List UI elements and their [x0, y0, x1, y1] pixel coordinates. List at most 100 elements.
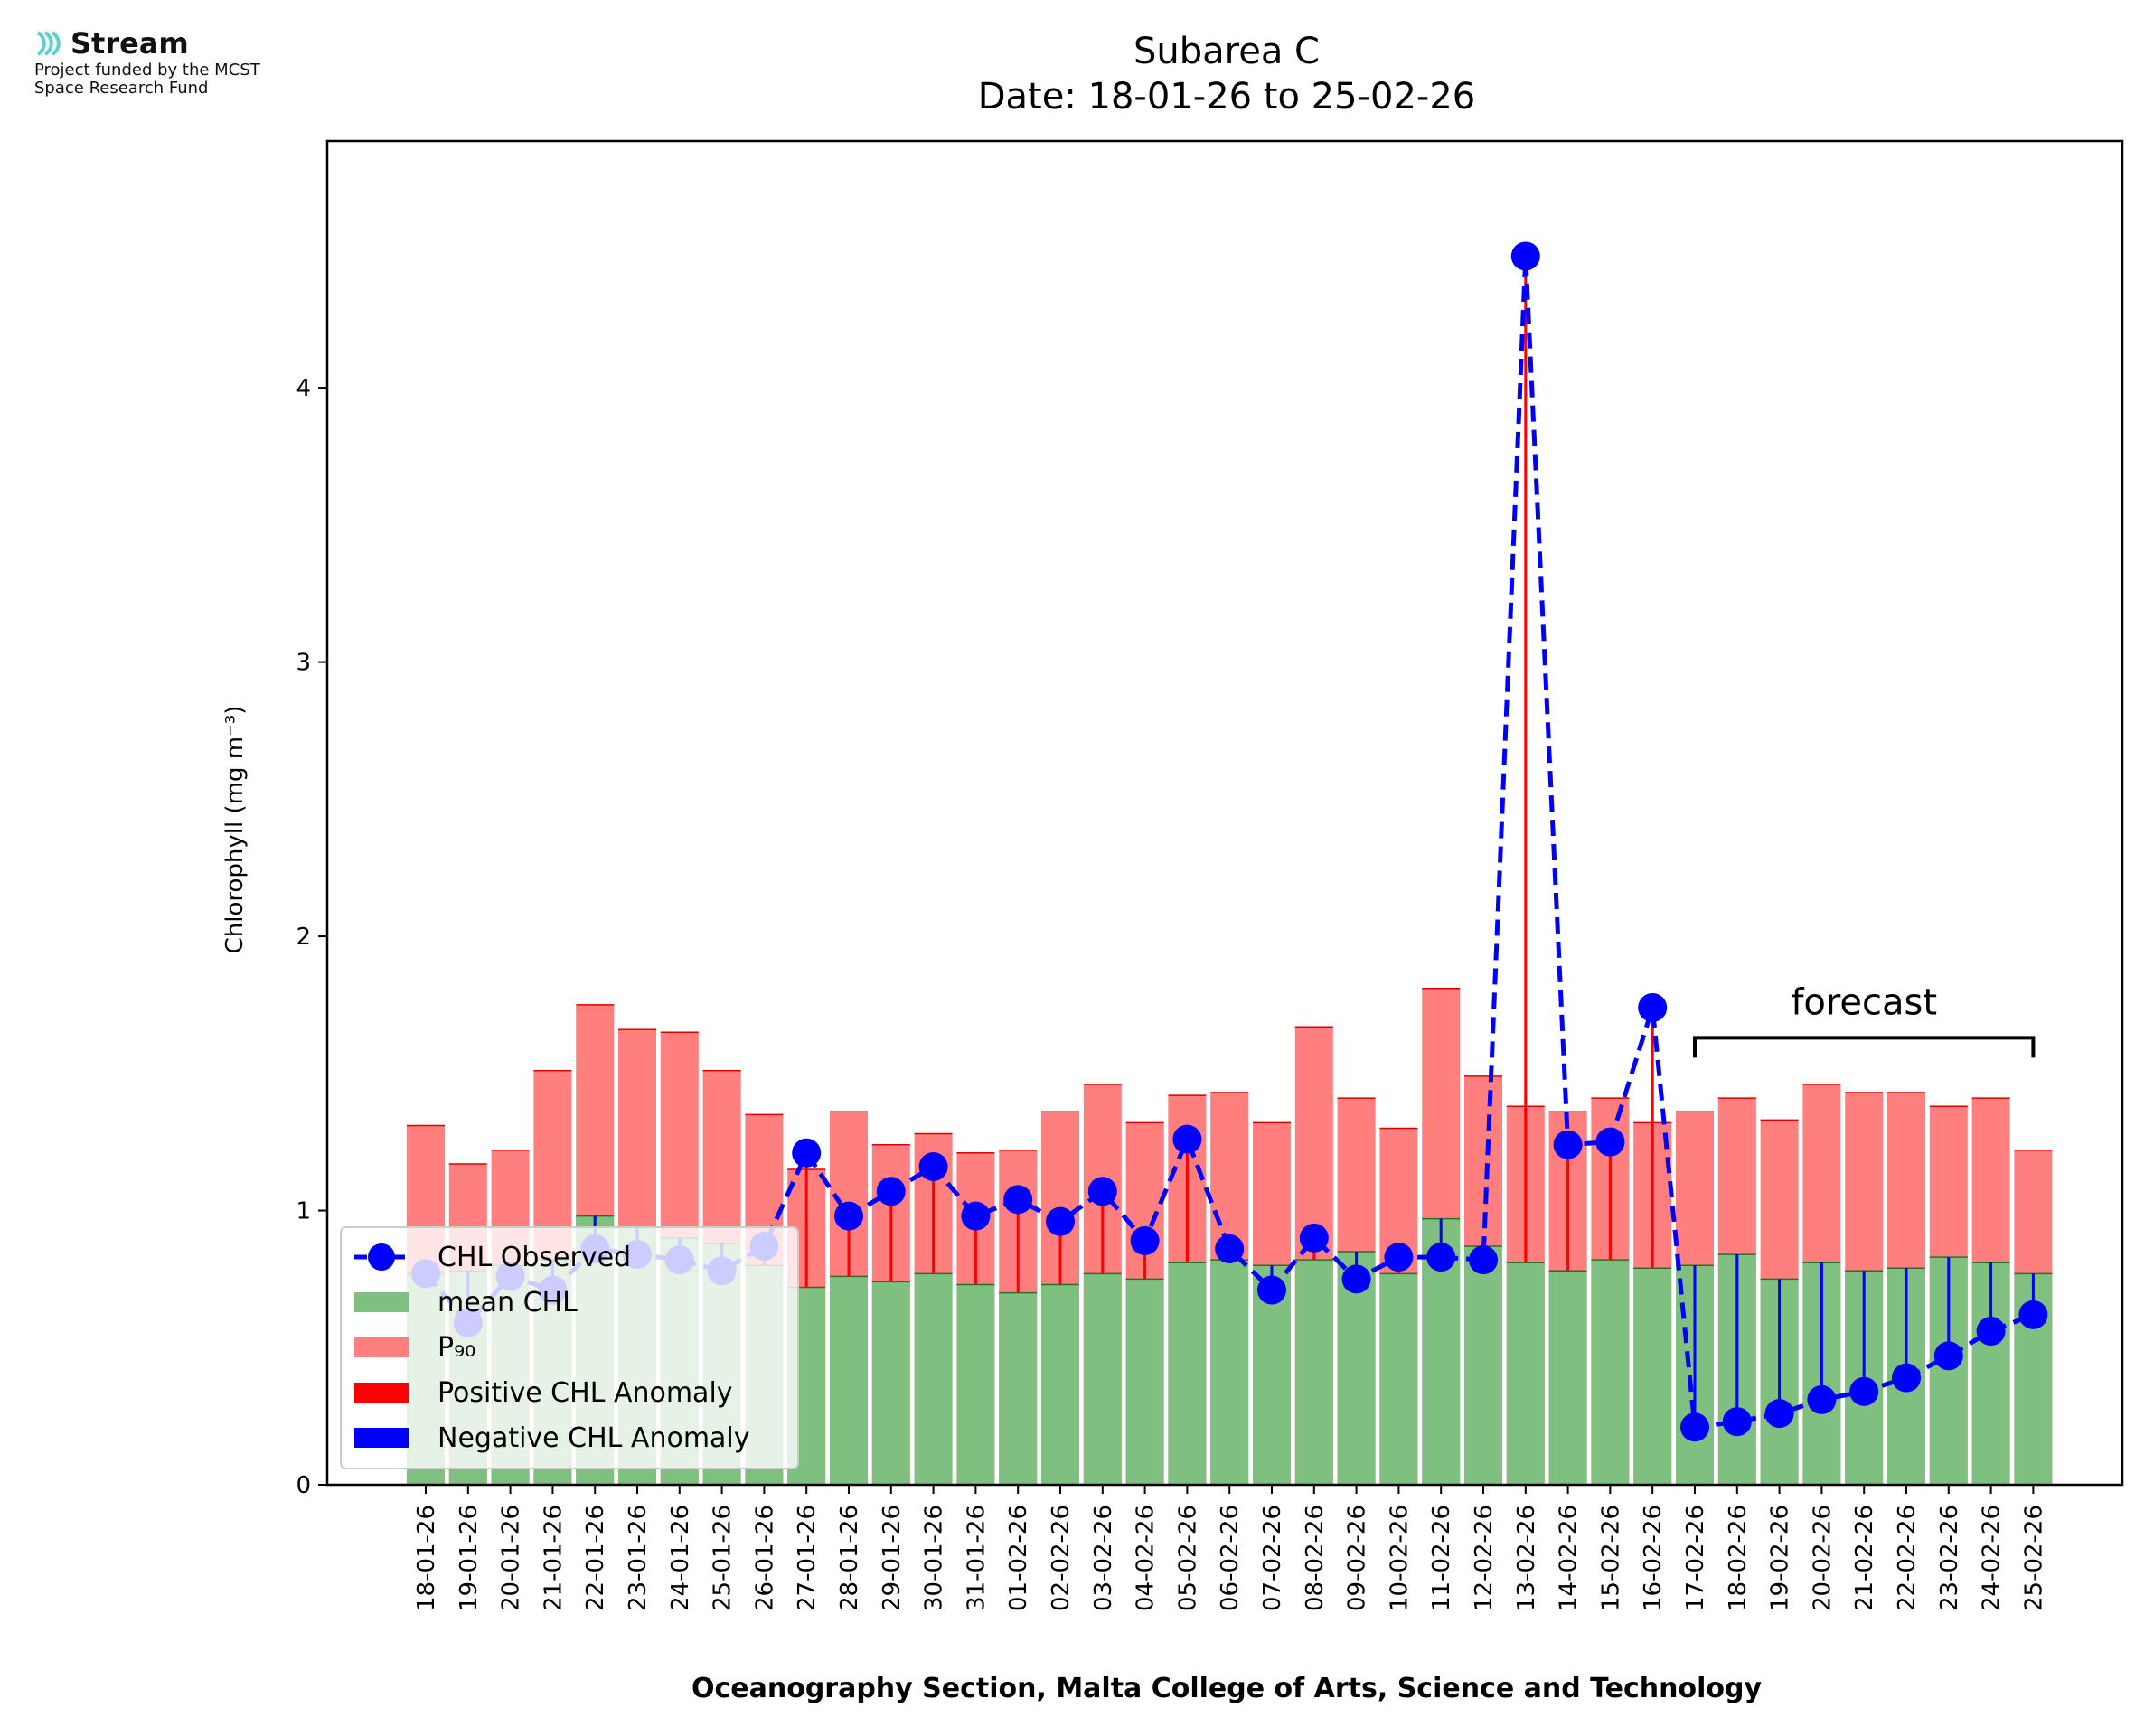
chl-observed-point — [1469, 1245, 1498, 1275]
legend-box — [340, 1226, 799, 1469]
x-tick-label: 12-02-26 — [1471, 1505, 1498, 1611]
chl-observed-point — [1722, 1407, 1752, 1437]
x-tick-label: 24-02-26 — [1979, 1505, 2006, 1611]
x-tick-label: 23-01-26 — [625, 1505, 652, 1611]
mean-chl-bar — [871, 1281, 910, 1485]
legend-patch-swatch — [354, 1292, 409, 1312]
logo: Stream Project funded by the MCST Space … — [34, 25, 260, 98]
x-tick-label: 09-02-26 — [1344, 1505, 1371, 1611]
chl-observed-point — [961, 1201, 991, 1231]
chl-observed-point — [1553, 1130, 1583, 1159]
chl-observed-point — [1807, 1384, 1837, 1414]
x-tick-label: 06-02-26 — [1217, 1505, 1244, 1611]
legend-patch-swatch — [354, 1383, 409, 1403]
x-tick-label: 15-02-26 — [1597, 1505, 1624, 1611]
x-tick-label: 25-01-26 — [710, 1505, 737, 1611]
plot-frame — [325, 139, 2124, 1487]
mean-chl-bar — [1506, 1262, 1545, 1485]
chl-observed-point — [792, 1138, 822, 1168]
chl-observed-point — [2018, 1300, 2048, 1329]
x-tick-label: 19-01-26 — [456, 1505, 483, 1611]
x-tick-label: 25-02-26 — [2020, 1505, 2047, 1611]
mean-chl-bar — [1379, 1273, 1418, 1485]
x-tick-label: 22-02-26 — [1894, 1505, 1921, 1611]
chart-subtitle: Date: 18-01-26 to 25-02-26 — [978, 76, 1476, 117]
mean-chl-bar — [1168, 1262, 1207, 1485]
x-tick-label: 11-02-26 — [1428, 1505, 1455, 1611]
mean-chl-bar — [1210, 1260, 1249, 1485]
x-tick-label: 30-01-26 — [921, 1505, 948, 1611]
x-tick-label: 04-02-26 — [1133, 1505, 1160, 1611]
x-tick-label: 02-02-26 — [1048, 1505, 1075, 1611]
chl-observed-point — [1680, 1412, 1709, 1442]
chl-observed-point — [1426, 1243, 1456, 1272]
y-tick-label: 1 — [296, 1198, 311, 1225]
x-tick-label: 14-02-26 — [1556, 1505, 1583, 1611]
chl-observed-point — [1003, 1185, 1033, 1215]
x-axis-label: Oceanography Section, Malta College of A… — [691, 1673, 1763, 1704]
y-axis-label: Chlorophyll (mg m⁻³) — [221, 706, 249, 954]
x-tick-label: 29-01-26 — [879, 1505, 906, 1611]
logo-name: Stream — [71, 26, 189, 61]
x-tick-label: 26-01-26 — [751, 1505, 778, 1611]
chl-observed-point — [1384, 1243, 1414, 1272]
mean-chl-bar — [999, 1292, 1038, 1485]
x-tick-label: 05-02-26 — [1174, 1505, 1201, 1611]
legend-label: Positive CHL Anomaly — [437, 1377, 733, 1409]
chl-observed-point — [1976, 1317, 2006, 1347]
chl-observed-point — [1046, 1206, 1075, 1236]
x-tick-label: 08-02-26 — [1302, 1505, 1329, 1611]
mean-chl-bar — [1083, 1273, 1122, 1485]
x-tick-label: 07-02-26 — [1259, 1505, 1286, 1611]
x-tick-label: 01-02-26 — [1005, 1505, 1032, 1611]
chl-observed-point — [1087, 1177, 1117, 1206]
y-tick-label: 0 — [296, 1472, 311, 1499]
stream-logo-icon — [36, 31, 61, 56]
chl-observed-point — [1510, 241, 1540, 271]
x-tick-label: 27-01-26 — [794, 1505, 821, 1611]
x-tick-label: 19-02-26 — [1767, 1505, 1794, 1611]
chl-observed-point — [1764, 1399, 1794, 1429]
chl-observed-point — [918, 1151, 948, 1181]
x-tick-label: 21-01-26 — [540, 1505, 567, 1611]
legend-label: P₉₀ — [437, 1332, 475, 1364]
chl-observed-point — [1172, 1124, 1202, 1154]
chl-observed-point — [1892, 1363, 1921, 1393]
mean-chl-bar — [1591, 1260, 1630, 1485]
mean-chl-bar — [1464, 1245, 1502, 1485]
chl-observed-point — [1933, 1341, 1963, 1371]
x-tick-label: 20-02-26 — [1809, 1505, 1836, 1611]
x-tick-label: 21-02-26 — [1851, 1505, 1878, 1611]
legend-label: Negative CHL Anomaly — [437, 1422, 750, 1454]
chl-observed-point — [1595, 1127, 1625, 1157]
mean-chl-bar — [1041, 1284, 1079, 1485]
chl-observed-point — [1341, 1264, 1371, 1294]
x-tick-label: 20-01-26 — [498, 1505, 525, 1611]
x-tick-label: 10-02-26 — [1386, 1505, 1413, 1611]
logo-line-2: Space Research Fund — [34, 79, 209, 98]
legend-patch-swatch — [354, 1428, 409, 1448]
chl-observed-point — [876, 1177, 906, 1206]
mean-chl-bar — [830, 1276, 868, 1485]
logo-line-1: Project funded by the MCST — [34, 61, 260, 80]
x-tick-label: 18-02-26 — [1725, 1505, 1752, 1611]
x-tick-label: 03-02-26 — [1090, 1505, 1117, 1611]
chart-title: Subarea C — [1133, 31, 1320, 72]
chl-observed-point — [1215, 1234, 1245, 1264]
legend-patch-swatch — [354, 1337, 409, 1357]
x-tick-label: 31-01-26 — [963, 1505, 990, 1611]
chl-observed-point — [1130, 1225, 1160, 1255]
x-tick-label: 13-02-26 — [1513, 1505, 1540, 1611]
x-tick-label: 24-01-26 — [667, 1505, 694, 1611]
mean-chl-bar — [914, 1273, 953, 1485]
chl-observed-point — [1638, 992, 1668, 1022]
legend: CHL Observed mean CHL P₉₀ Positive CHL Anom… — [340, 1226, 799, 1469]
legend-label: mean CHL — [437, 1287, 578, 1318]
x-tick-label: 18-01-26 — [413, 1505, 440, 1611]
chl-observed-point — [1849, 1376, 1879, 1406]
forecast-label: forecast — [1791, 981, 1937, 1023]
chl-observed-point — [1257, 1275, 1286, 1305]
y-tick-label: 4 — [296, 375, 311, 402]
chl-observed-point — [1299, 1223, 1329, 1253]
